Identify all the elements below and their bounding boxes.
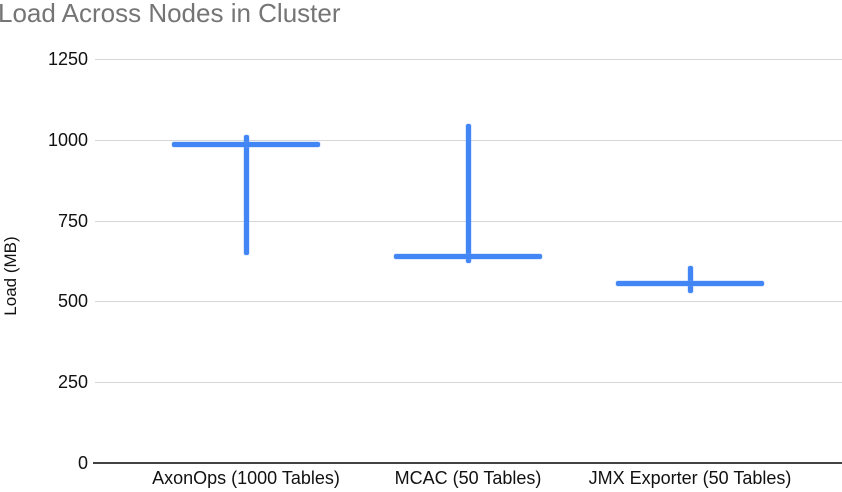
x-tick-label: MCAC (50 Tables) bbox=[394, 468, 542, 488]
y-tick-label: 750 bbox=[57, 211, 88, 231]
value-bar bbox=[172, 142, 320, 147]
chart-title: Load Across Nodes in Cluster bbox=[0, 0, 341, 28]
y-tick-label: 250 bbox=[57, 372, 88, 392]
y-tick-label: 500 bbox=[57, 291, 88, 311]
y-gridline bbox=[95, 59, 842, 60]
y-tick-label: 1250 bbox=[47, 49, 88, 69]
y-gridline bbox=[95, 382, 842, 383]
range-whisker bbox=[688, 266, 693, 293]
range-whisker bbox=[244, 135, 249, 255]
y-tick-label: 1000 bbox=[47, 130, 88, 150]
value-bar bbox=[616, 281, 764, 286]
x-axis-baseline bbox=[93, 462, 842, 464]
x-tick-label: AxonOps (1000 Tables) bbox=[152, 468, 340, 488]
x-tick-label: JMX Exporter (50 Tables) bbox=[588, 468, 792, 488]
y-gridline bbox=[95, 301, 842, 302]
value-bar bbox=[394, 254, 542, 259]
range-whisker bbox=[466, 124, 471, 263]
y-tick-label: 0 bbox=[77, 453, 88, 473]
